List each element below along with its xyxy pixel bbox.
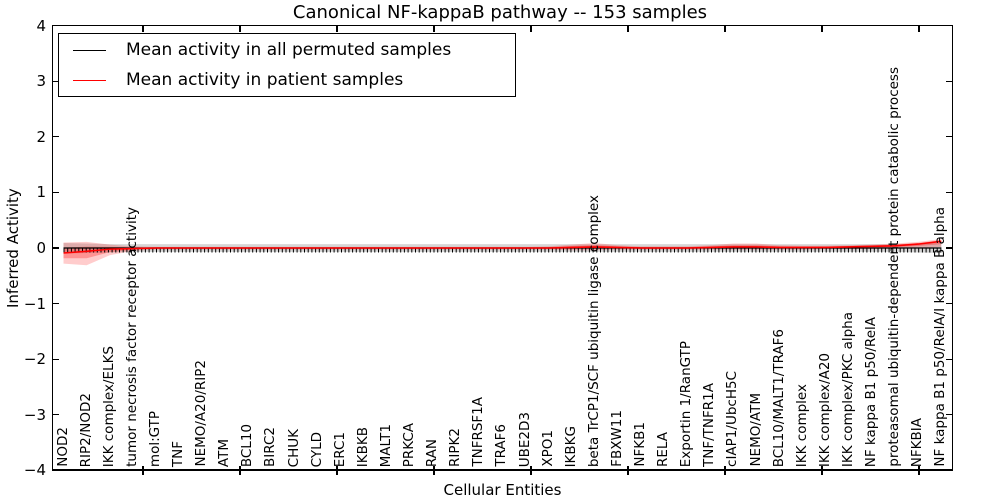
x-category-label: BIRC2 (262, 427, 279, 467)
y-tick-label: −1 (23, 294, 46, 313)
y-tick-mark (53, 469, 60, 471)
x-tick-mark (821, 466, 823, 475)
x-tick-mark (239, 466, 241, 475)
y-tick-label: −2 (23, 350, 46, 369)
y-tick-mark (945, 247, 952, 249)
x-category-label: cIAP1/UbcH5C (724, 371, 741, 467)
legend: Mean activity in all permuted samples Mea… (58, 33, 516, 97)
x-tick-mark (918, 26, 920, 33)
x-tick-mark (627, 26, 629, 33)
y-tick-mark (53, 358, 60, 360)
x-axis-label: Cellular Entities (443, 481, 562, 499)
x-category-label: PRKCA (401, 422, 417, 467)
x-category-label: BCL10 (239, 423, 256, 467)
legend-item: Mean activity in all permuted samples (59, 35, 515, 65)
legend-line-sample (73, 49, 106, 51)
x-category-label: NEMO/A20/RIP2 (193, 360, 210, 467)
x-tick-mark (530, 26, 532, 33)
x-category-label: ERC1 (331, 431, 348, 467)
y-tick-label: 1 (36, 183, 46, 202)
x-tick-mark (724, 466, 726, 475)
x-tick-mark (433, 26, 435, 33)
x-category-label: Exportin 1/RanGTP (678, 340, 695, 467)
x-tick-mark (142, 26, 144, 33)
y-tick-mark (53, 191, 60, 193)
x-category-label: NF kappa B1 p50/RelA (863, 316, 879, 467)
x-tick-mark (336, 26, 338, 33)
y-tick-mark (945, 414, 952, 416)
y-tick-mark (945, 469, 952, 471)
x-category-label: RIP2/NOD2 (77, 392, 94, 467)
y-tick-label: 3 (36, 72, 46, 91)
x-category-label: IKK complex (793, 383, 810, 467)
y-tick-mark (53, 303, 60, 305)
y-tick-label: 0 (36, 239, 46, 257)
legend-item: Mean activity in patient samples (59, 65, 515, 95)
x-category-label: UBE2D3 (516, 411, 533, 467)
x-category-label: CHUK (285, 428, 302, 467)
y-tick-label: −4 (23, 461, 46, 480)
x-category-label: TNFRSF1A (470, 397, 487, 467)
y-tick-label: 2 (36, 127, 46, 146)
x-category-label: mol:GTP (146, 410, 163, 467)
x-category-label: RIPK2 (447, 428, 464, 467)
x-category-label: NF kappa B1 p50/RelA/I kappa B alpha (932, 207, 949, 467)
x-category-label: IKBKG (562, 425, 579, 467)
x-category-label: TNF/TNFR1A (701, 383, 718, 467)
x-category-label: beta TrCP1/SCF ubiquitin ligase complex (585, 194, 602, 467)
x-category-label: proteasomal ubiquitin-dependent protein … (886, 67, 903, 467)
y-tick-label: −3 (23, 405, 46, 424)
x-category-label: tumor necrosis factor receptor activity (123, 207, 140, 467)
x-tick-mark (336, 466, 338, 475)
x-category-label: NOD2 (54, 427, 71, 467)
x-category-label: IKK complex/A20 (816, 352, 833, 467)
y-tick-label: 4 (36, 16, 46, 35)
x-category-label: NFKB1 (632, 422, 648, 467)
y-tick-mark (53, 80, 60, 82)
y-tick-mark (945, 80, 952, 82)
y-tick-mark (53, 247, 60, 249)
x-category-label: IKK complex/PKC alpha (839, 311, 856, 467)
x-tick-mark (821, 26, 823, 33)
legend-item-label: Mean activity in patient samples (126, 70, 404, 90)
y-tick-mark (945, 136, 952, 138)
x-category-label: IKBKB (354, 426, 371, 467)
x-category-label: XPO1 (539, 430, 556, 467)
plot-area (52, 25, 953, 471)
x-category-label: TRAF6 (493, 424, 510, 467)
chart-title: Canonical NF-kappaB pathway -- 153 sampl… (292, 2, 708, 23)
x-category-label: CYLD (308, 431, 325, 467)
x-category-label: FBXW11 (608, 410, 625, 467)
legend-line-sample (73, 79, 106, 81)
x-tick-mark (724, 26, 726, 33)
x-category-label: IKK complex/ELKS (100, 345, 117, 467)
x-category-label: NFKBIA (909, 417, 926, 467)
x-category-label: ATM (216, 438, 233, 467)
y-tick-mark (53, 25, 60, 27)
y-tick-mark (53, 136, 60, 138)
y-tick-mark (945, 358, 952, 360)
x-tick-mark (239, 26, 241, 33)
y-tick-mark (945, 303, 952, 305)
y-tick-mark (945, 191, 952, 193)
x-tick-mark (627, 466, 629, 475)
x-tick-mark (530, 466, 532, 475)
x-category-label: RAN (424, 438, 441, 467)
x-category-label: RELA (655, 432, 672, 467)
x-category-label: NEMO/ATM (747, 393, 764, 467)
x-tick-mark (142, 466, 144, 475)
legend-item-label: Mean activity in all permuted samples (126, 40, 452, 60)
y-tick-mark (945, 25, 952, 27)
x-category-label: BCL10/MALT1/TRAF6 (770, 328, 787, 467)
x-tick-mark (433, 466, 435, 475)
y-axis-label: Inferred Activity (4, 188, 22, 308)
x-category-label: TNF (170, 440, 186, 467)
x-category-label: MALT1 (377, 423, 394, 467)
y-tick-mark (53, 414, 60, 416)
x-tick-mark (918, 466, 920, 475)
